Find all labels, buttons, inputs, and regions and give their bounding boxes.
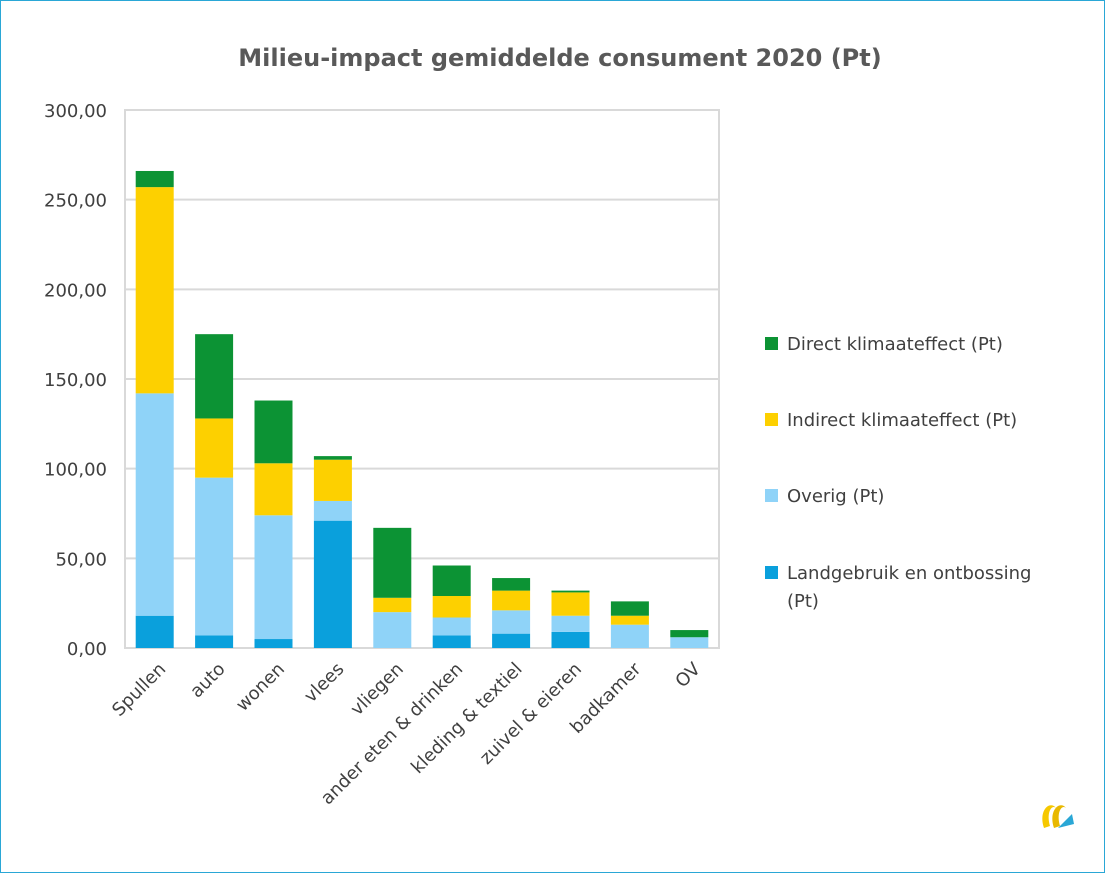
- x-tick-label: kleding & textiel: [407, 659, 526, 778]
- bar-segment: [373, 597, 412, 613]
- bar-segment: [313, 459, 352, 501]
- bar-segment: [313, 520, 352, 648]
- bar-segment: [135, 170, 174, 188]
- bar-segment: [492, 610, 531, 634]
- bar-segment: [373, 612, 412, 648]
- legend: Direct klimaateffect (Pt) Indirect klimaa…: [765, 334, 1032, 612]
- bar-segment: [432, 565, 471, 596]
- bar-segment: [195, 418, 234, 478]
- bar-segment: [670, 637, 709, 648]
- bar-segment: [432, 595, 471, 618]
- x-tick-label: vlees: [300, 659, 348, 707]
- bar-segment: [432, 635, 471, 648]
- legend-swatch: [765, 337, 778, 350]
- y-tick-label: 300,00: [44, 101, 107, 122]
- bar-segment: [551, 631, 590, 648]
- bars: [135, 170, 709, 648]
- bar-segment: [670, 630, 709, 638]
- y-tick-label: 150,00: [44, 370, 107, 391]
- bar-segment: [373, 527, 412, 598]
- bar-segment: [313, 500, 352, 521]
- legend-label: Indirect klimaateffect (Pt): [787, 410, 1017, 431]
- bar-segment: [492, 578, 531, 591]
- legend-label: Landgebruik en ontbossing: [787, 563, 1032, 584]
- bar-segment: [313, 456, 352, 460]
- bar-segment: [135, 393, 174, 616]
- bar-segment: [254, 515, 293, 640]
- bar-segment: [551, 590, 590, 593]
- bar-segment: [254, 463, 293, 516]
- bar-segment: [135, 615, 174, 648]
- legend-label: Overig (Pt): [787, 486, 884, 507]
- chart-title: Milieu-impact gemiddelde consument 2020 …: [238, 44, 881, 72]
- bar-segment: [135, 187, 174, 394]
- bar-segment: [610, 624, 649, 648]
- bar-segment: [492, 633, 531, 648]
- x-tick-label: wonen: [232, 659, 289, 716]
- y-tick-label: 50,00: [55, 549, 107, 570]
- x-tick-label: vliegen: [347, 659, 408, 720]
- x-tick-label: zuivel & eieren: [476, 659, 586, 769]
- plot-area: [124, 109, 720, 649]
- bar-segment: [610, 615, 649, 625]
- brand-logo-icon: [1042, 805, 1074, 828]
- bar-segment: [254, 400, 293, 464]
- bar-segment: [195, 635, 234, 648]
- x-tick-label: auto: [186, 659, 229, 702]
- y-tick-label: 100,00: [44, 460, 107, 481]
- bar-segment: [492, 590, 531, 611]
- bar-segment: [195, 477, 234, 636]
- bar-segment: [432, 617, 471, 636]
- y-axis-ticks: 0,00 50,00 100,00 150,00 200,00 250,00 300,00: [44, 101, 107, 660]
- legend-swatch: [765, 413, 778, 426]
- bar-segment: [551, 615, 590, 632]
- bar-segment: [254, 639, 293, 648]
- y-tick-label: 200,00: [44, 280, 107, 301]
- bar-segment: [610, 601, 649, 616]
- legend-label-continued: (Pt): [787, 591, 819, 612]
- y-tick-label: 0,00: [67, 639, 107, 660]
- y-tick-label: 250,00: [44, 191, 107, 212]
- legend-swatch: [765, 566, 778, 579]
- legend-swatch: [765, 489, 778, 502]
- x-tick-label: OV: [671, 658, 705, 692]
- bar-segment: [551, 592, 590, 616]
- legend-label: Direct klimaateffect (Pt): [787, 334, 1003, 355]
- bar-segment: [195, 334, 234, 419]
- x-tick-label: Spullen: [108, 659, 170, 721]
